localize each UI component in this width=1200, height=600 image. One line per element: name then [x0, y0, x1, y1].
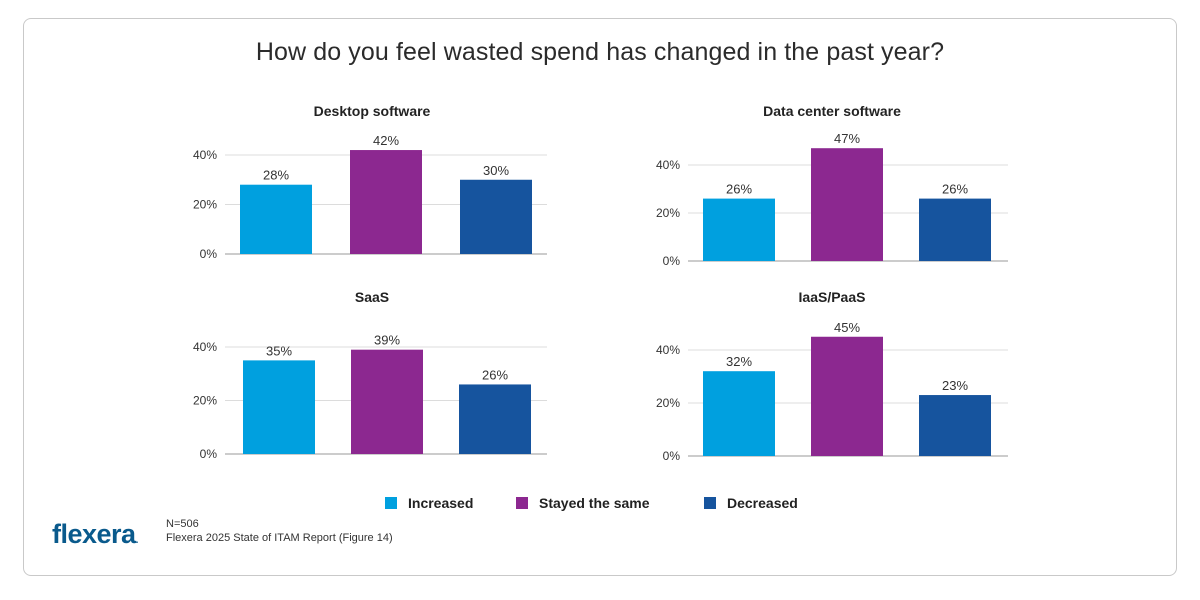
- source-citation: Flexera 2025 State of ITAM Report (Figur…: [166, 532, 393, 544]
- legend-item-stayed: Stayed the same: [516, 495, 650, 511]
- page-title: How do you feel wasted spend has changed…: [255, 38, 945, 66]
- data-label-stayed: 42%: [373, 133, 399, 148]
- data-label-stayed: 39%: [374, 333, 400, 348]
- bar-stayed: [811, 148, 883, 261]
- y-tick-label: 40%: [656, 158, 680, 172]
- legend-swatch-decreased: [704, 497, 716, 509]
- data-label-increased: 26%: [726, 182, 752, 197]
- footnote: N=506 Flexera 2025 State of ITAM Report …: [166, 517, 393, 545]
- bar-stayed: [351, 349, 423, 454]
- chart-title: Data center software: [763, 103, 901, 119]
- chart-title: SaaS: [355, 289, 389, 305]
- data-label-decreased: 26%: [482, 367, 508, 382]
- data-label-decreased: 26%: [942, 182, 968, 197]
- data-label-stayed: 45%: [834, 320, 860, 335]
- bar-decreased: [919, 395, 991, 456]
- chart-title: IaaS/PaaS: [799, 289, 866, 305]
- data-label-increased: 28%: [263, 168, 289, 183]
- y-tick-label: 20%: [193, 394, 217, 408]
- bar-increased: [703, 371, 775, 456]
- legend-swatch-increased: [385, 497, 397, 509]
- y-tick-label: 40%: [193, 340, 217, 354]
- data-label-stayed: 47%: [834, 131, 860, 146]
- bar-decreased: [460, 179, 532, 254]
- legend-label-decreased: Decreased: [727, 495, 798, 511]
- data-label-increased: 35%: [266, 343, 292, 358]
- legend-label-stayed: Stayed the same: [539, 495, 650, 511]
- bar-increased: [243, 360, 315, 454]
- bar-stayed: [811, 336, 883, 456]
- bar-stayed: [350, 150, 422, 254]
- y-tick-label: 0%: [200, 447, 218, 461]
- y-tick-label: 40%: [656, 343, 680, 357]
- y-tick-label: 0%: [663, 254, 681, 268]
- legend-item-increased: Increased: [385, 495, 473, 511]
- y-tick-label: 0%: [663, 449, 681, 463]
- bar-decreased: [459, 384, 531, 454]
- y-tick-label: 20%: [656, 206, 680, 220]
- legend-item-decreased: Decreased: [704, 495, 798, 511]
- legend-swatch-stayed: [516, 497, 528, 509]
- data-label-increased: 32%: [726, 354, 752, 369]
- y-tick-label: 20%: [656, 396, 680, 410]
- y-tick-label: 40%: [193, 148, 217, 162]
- data-label-decreased: 23%: [942, 378, 968, 393]
- legend: Increased Stayed the same Decreased: [0, 495, 1200, 515]
- data-label-decreased: 30%: [483, 163, 509, 178]
- legend-label-increased: Increased: [408, 495, 474, 511]
- bar-increased: [703, 198, 775, 261]
- sample-size: N=506: [166, 518, 199, 530]
- flexera-logo: flexera.: [52, 519, 138, 549]
- chart-card: [23, 18, 1177, 576]
- y-tick-label: 20%: [193, 198, 217, 212]
- bar-increased: [240, 184, 312, 254]
- chart-title: Desktop software: [314, 103, 431, 119]
- y-tick-label: 0%: [200, 247, 218, 261]
- logo-text: flexera: [52, 519, 136, 549]
- bar-decreased: [919, 198, 991, 261]
